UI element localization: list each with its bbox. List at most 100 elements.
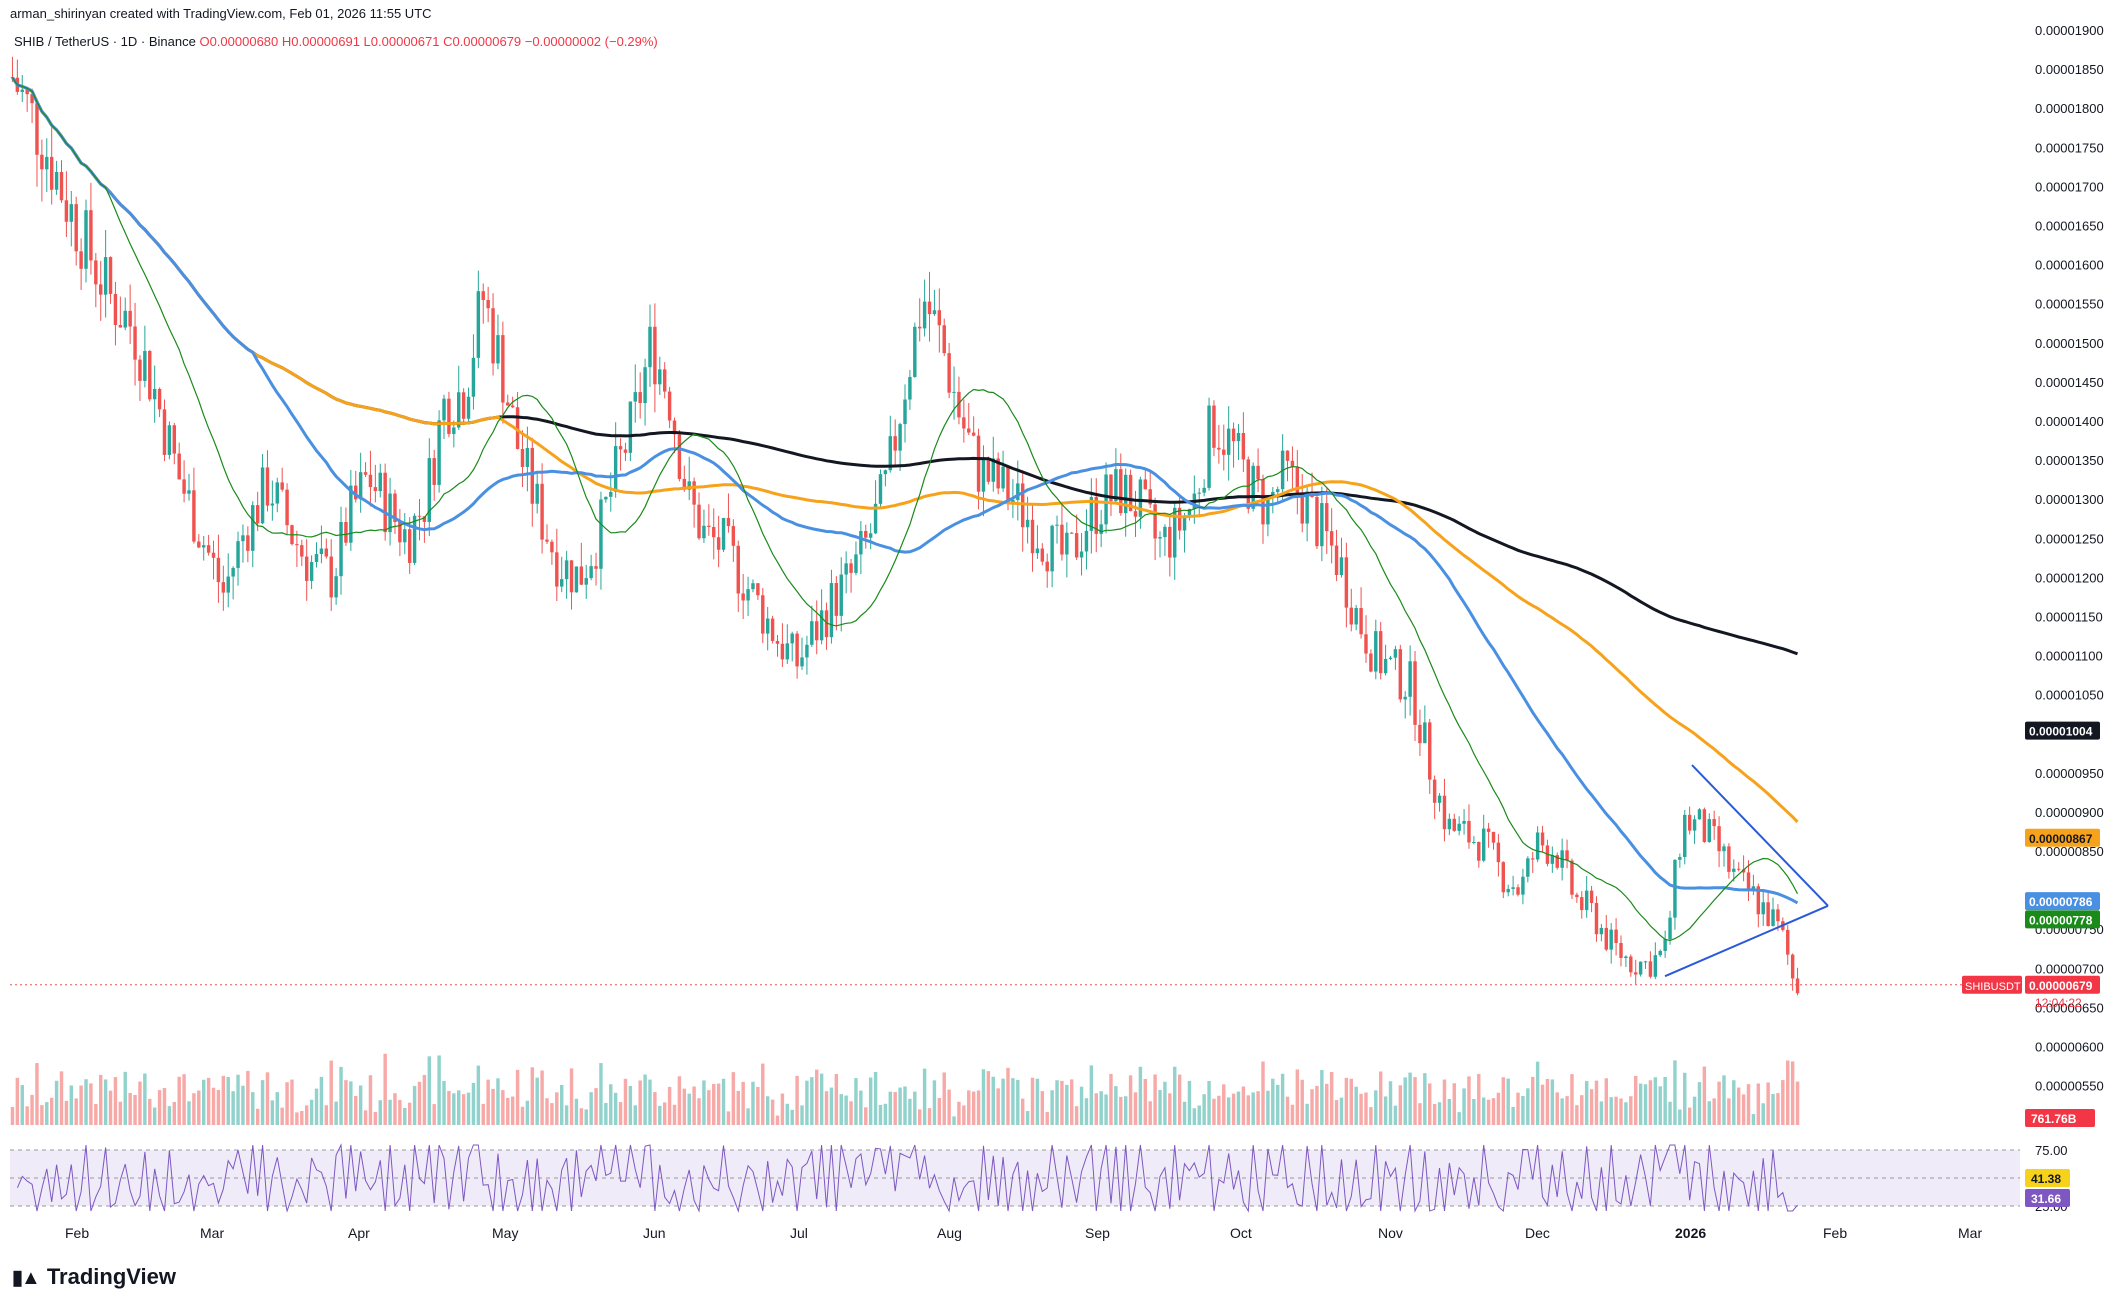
volume-bar [756, 1086, 760, 1125]
candle-body [1741, 869, 1746, 873]
candle-body [74, 204, 78, 252]
candle-body [1133, 511, 1138, 517]
candle-body [741, 593, 745, 601]
volume-bar [1231, 1093, 1236, 1125]
candle-body [648, 326, 652, 368]
volume-bar [358, 1085, 363, 1125]
volume-bar [677, 1076, 682, 1125]
candle-body [1275, 489, 1280, 492]
candle-body [790, 633, 794, 644]
candle-body [388, 493, 392, 533]
candle-body [201, 545, 206, 548]
candle-body [859, 530, 863, 555]
volume-bar [10, 1107, 15, 1125]
volume-bar [246, 1070, 250, 1125]
time-tick-label: Nov [1378, 1225, 1403, 1241]
rsi-value-bg [2025, 1169, 2070, 1187]
candle-body [211, 552, 216, 558]
volume-bar [1511, 1106, 1515, 1125]
ma-line-2 [11, 76, 1799, 905]
volume-bar [1668, 1101, 1672, 1125]
candle-body [1035, 548, 1040, 554]
time-tick-label: Mar [1958, 1225, 1982, 1241]
price-candles [10, 56, 1800, 996]
candle-body [25, 89, 29, 95]
volume-bar [103, 1079, 108, 1125]
volume-bar [471, 1082, 476, 1125]
volume-bar [922, 1068, 927, 1125]
candle-body [1683, 814, 1687, 858]
volume-bar [99, 1074, 103, 1125]
symbol-info[interactable]: SHIB / TetherUS · 1D · Binance O0.000006… [14, 34, 658, 49]
candle-body [692, 481, 696, 505]
candle-body [206, 545, 211, 553]
volume-bar [599, 1063, 603, 1125]
candle-body [197, 541, 201, 548]
countdown-label: 12:04:22 [2035, 996, 2082, 1010]
volume-bar [819, 1073, 824, 1125]
candle-body [1678, 857, 1682, 860]
candle-body [1398, 649, 1403, 700]
tradingview-brand[interactable]: ▮▲ TradingView [12, 1264, 176, 1290]
candle-body [770, 618, 775, 641]
volume-bar [501, 1090, 505, 1125]
candle-body [99, 284, 103, 295]
symbol-label[interactable]: SHIB / TetherUS · 1D · Binance [14, 34, 196, 49]
candle-body [334, 576, 338, 598]
volume-bar [1732, 1080, 1736, 1125]
candle-body [1329, 531, 1334, 546]
candle-body [1447, 818, 1452, 830]
volume-bar [731, 1072, 736, 1125]
volume-bar [241, 1085, 245, 1125]
last-price-tag: 0.00000679 [2029, 979, 2093, 993]
candle-body [971, 432, 976, 436]
price-tick-label: 0.00001200 [2035, 570, 2104, 585]
candle-body [986, 458, 991, 482]
candle-body [1290, 460, 1295, 467]
candle-body [942, 325, 946, 354]
price-tick-label: 0.00001350 [2035, 453, 2104, 468]
candle-body [1624, 956, 1628, 959]
candle-body [878, 474, 883, 504]
candle-body [1025, 519, 1030, 528]
volume-bar [618, 1102, 623, 1125]
volume-bar [373, 1112, 378, 1125]
candle-body [1339, 557, 1344, 576]
candle-body [1089, 497, 1094, 531]
volume-bar [1055, 1080, 1059, 1125]
volume-bar [1329, 1071, 1334, 1125]
price-tick-label: 0.00001850 [2035, 62, 2104, 77]
price-tick-label: 0.00000700 [2035, 961, 2104, 976]
candle-body [1580, 897, 1584, 911]
ma-tag-0: 0.00001004 [2029, 725, 2093, 739]
volume-bar [604, 1102, 608, 1125]
volume-bar [859, 1090, 863, 1125]
volume-bar [1702, 1066, 1707, 1125]
candle-body [1388, 657, 1393, 659]
price-tick-label: 0.00001800 [2035, 101, 2104, 116]
volume-bar [775, 1115, 780, 1125]
candle-body [1589, 890, 1594, 903]
candle-body [898, 424, 902, 451]
candle-body [1153, 504, 1157, 539]
volume-bar [712, 1083, 716, 1125]
volume-bar [584, 1109, 588, 1125]
candle-body [1271, 491, 1275, 496]
volume-bar [628, 1085, 633, 1125]
volume-bar [407, 1102, 412, 1125]
candle-body [736, 545, 740, 594]
volume-bar [1472, 1099, 1476, 1125]
candle-body [1540, 832, 1545, 846]
candle-body [1231, 428, 1236, 442]
volume-bar [932, 1080, 937, 1125]
candle-body [1241, 432, 1246, 460]
candle-body [1584, 890, 1589, 911]
candle-body [746, 589, 750, 601]
candle-body [452, 427, 456, 434]
candle-body [403, 529, 407, 543]
volume-bar [873, 1072, 878, 1125]
rsi-pane: 75.0050.0025.00 [10, 1143, 2068, 1214]
volume-bar [133, 1094, 137, 1125]
candle-body [216, 557, 221, 583]
